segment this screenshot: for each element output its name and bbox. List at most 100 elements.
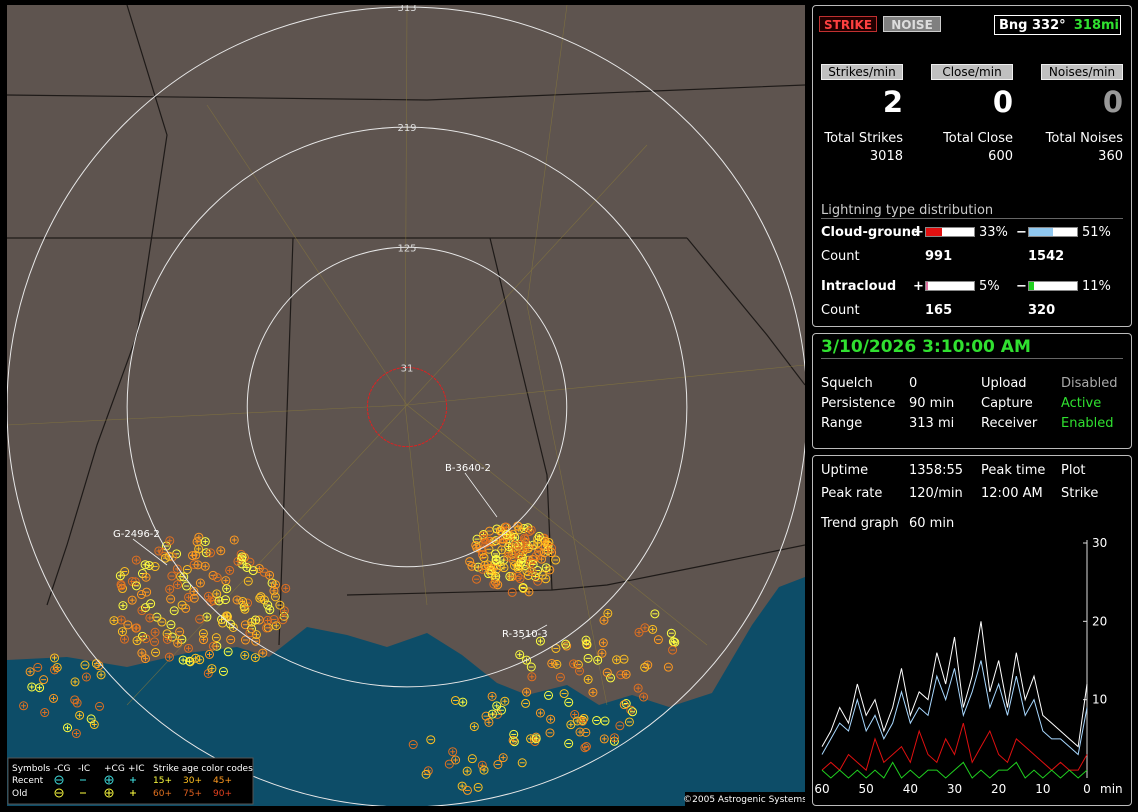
strike-circle <box>86 714 96 724</box>
strike-circle <box>63 723 73 733</box>
strike-circle <box>580 743 590 753</box>
strike <box>547 658 557 668</box>
strike-circle <box>531 551 541 561</box>
strike-circle <box>70 677 80 687</box>
strike <box>462 785 472 795</box>
strike <box>535 708 545 718</box>
strike <box>541 563 551 573</box>
strike <box>144 560 154 570</box>
cluster-label: G-2496-2 <box>113 529 160 540</box>
rate-value: 0 <box>1102 85 1123 119</box>
strike-button[interactable]: STRIKE <box>819 16 877 32</box>
noise-button[interactable]: NOISE <box>883 16 941 32</box>
y-tick-label: 30 <box>1092 536 1107 550</box>
strike-circle <box>578 716 588 726</box>
datetime: 3/10/2026 3:10:00 AM <box>821 337 1031 357</box>
strike <box>471 540 481 550</box>
map: 313 219 125 31 B-3640-2 G-2496-2 R-3510-3 Sym… <box>7 5 805 806</box>
legend-circle <box>54 788 64 798</box>
strike-circle <box>598 638 608 648</box>
legend-circle <box>104 775 114 785</box>
legend-age: 75+ <box>183 789 202 799</box>
strike-circle <box>603 608 613 618</box>
strike-circle <box>167 552 177 562</box>
distance: 318mi <box>1073 18 1119 33</box>
strike-circle <box>522 655 532 665</box>
strike <box>49 653 59 663</box>
strike <box>165 536 175 546</box>
strike <box>496 705 506 715</box>
strike-circle <box>599 615 609 625</box>
strike-circle <box>653 635 663 645</box>
count-value: 320 <box>1028 303 1056 318</box>
strike-circle <box>467 561 477 571</box>
strike-circle <box>520 533 530 543</box>
strike <box>175 627 185 637</box>
strike <box>207 664 217 674</box>
strike-circle <box>496 705 506 715</box>
strike-circle <box>137 648 147 658</box>
strike <box>599 734 609 744</box>
strike <box>131 581 141 591</box>
stat-label: 12:00 AM <box>981 486 1043 501</box>
strike <box>467 561 477 571</box>
strike-circle <box>619 654 629 664</box>
strike-circle <box>479 765 489 775</box>
strike <box>535 636 545 646</box>
strike-circle <box>462 785 472 795</box>
strike-circle <box>510 540 520 550</box>
strike-circle <box>493 759 503 769</box>
strike <box>279 606 289 616</box>
strike <box>263 600 273 610</box>
strike <box>40 708 50 718</box>
strike <box>151 647 161 657</box>
strike-circle <box>500 696 510 706</box>
strike <box>486 568 496 578</box>
rate-value: 2 <box>882 85 903 119</box>
strike-circle <box>668 645 678 655</box>
strike <box>489 579 499 589</box>
strike <box>544 690 554 700</box>
strike <box>481 711 491 721</box>
separator <box>821 218 1123 219</box>
strike-circle <box>250 653 260 663</box>
cluster-leader <box>464 472 498 518</box>
strike <box>127 595 137 605</box>
legend-symbol <box>104 788 114 798</box>
strike <box>71 729 81 739</box>
strike-circle <box>182 581 192 591</box>
strike <box>123 620 133 630</box>
strike <box>450 695 460 705</box>
strike <box>63 723 73 733</box>
strike <box>522 687 532 697</box>
strike <box>514 550 524 560</box>
x-tick-label: 0 <box>1083 782 1091 796</box>
strike-circle <box>621 699 631 709</box>
bearing: Bng 332° <box>999 18 1066 33</box>
strike-circle <box>265 605 275 615</box>
strike <box>278 615 288 625</box>
strike <box>198 628 208 638</box>
setting-value: Active <box>1061 396 1102 411</box>
strike <box>491 549 501 559</box>
strike <box>537 554 547 564</box>
strike-circle <box>208 641 218 651</box>
strike <box>270 580 280 590</box>
strike <box>160 553 170 563</box>
strike-circle <box>141 634 151 644</box>
sign: + <box>913 225 924 240</box>
strike-circle <box>191 653 201 663</box>
strike <box>259 567 269 577</box>
strike <box>221 611 231 621</box>
strike-circle <box>81 672 91 682</box>
strike <box>182 581 192 591</box>
legend-age: 30+ <box>183 776 202 786</box>
strike <box>115 571 125 581</box>
strike-circle <box>216 546 226 556</box>
strike-circle <box>509 729 519 739</box>
strike <box>562 641 572 651</box>
strike-circle <box>39 675 49 685</box>
strike <box>666 628 676 638</box>
strike-circle <box>525 558 535 568</box>
